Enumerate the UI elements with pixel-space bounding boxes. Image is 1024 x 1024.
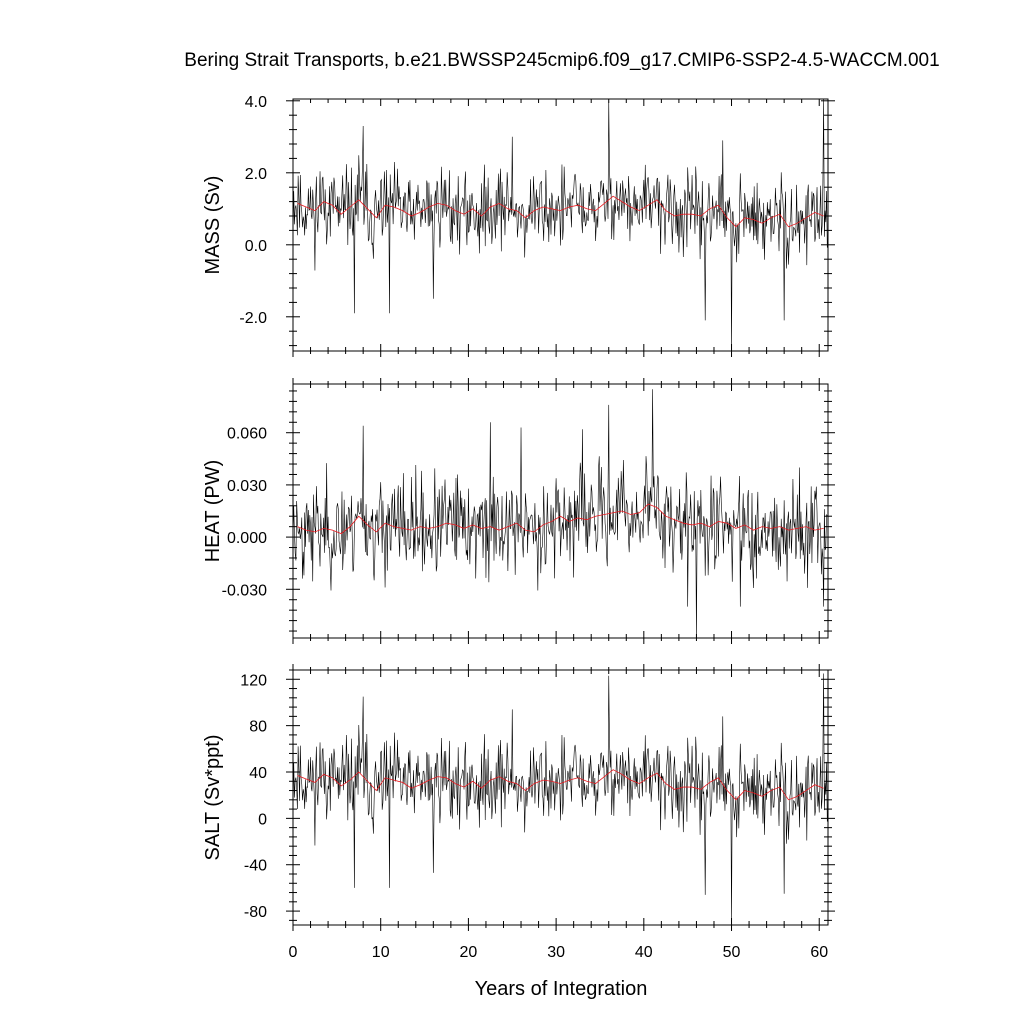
y-tick-label: 40	[249, 765, 267, 782]
y-tick-label: 4.0	[245, 94, 267, 111]
y-tick-label: 80	[249, 719, 267, 736]
y-tick-label: -0.030	[222, 582, 267, 599]
x-axis-label: Years of Integration	[475, 978, 648, 1000]
y-tick-label: 0	[258, 811, 267, 828]
plot-frame	[292, 98, 829, 352]
y-tick-label: 0.060	[227, 426, 267, 443]
annual-mean-line	[297, 195, 824, 228]
y-tick-label: 120	[240, 672, 267, 689]
y-tick-label: -40	[244, 858, 267, 875]
chart-title: Bering Strait Transports, b.e21.BWSSP245…	[184, 50, 939, 71]
y-tick-label: -80	[244, 904, 267, 921]
monthly-series-line	[293, 673, 828, 923]
x-tick-label: 20	[460, 944, 478, 961]
y-axis-label: HEAT (PW)	[202, 460, 224, 563]
x-tick-label: 50	[723, 944, 741, 961]
y-tick-label: 0.0	[245, 238, 267, 255]
plot-frame	[292, 669, 829, 926]
x-tick-label: 40	[635, 944, 653, 961]
x-tick-label: 60	[810, 944, 828, 961]
x-tick-label: 10	[372, 944, 390, 961]
y-tick-label: 0.000	[227, 530, 267, 547]
y-axis-label: MASS (Sv)	[202, 176, 224, 275]
monthly-series-line	[293, 99, 828, 350]
annual-mean-line	[297, 769, 824, 801]
y-axis-label: SALT (Sv*ppt)	[202, 735, 224, 861]
y-tick-label: -2.0	[239, 310, 267, 327]
y-tick-label: 0.030	[227, 478, 267, 495]
plot-frame	[292, 383, 829, 639]
x-tick-label: 30	[547, 944, 565, 961]
mass-panel: -2.0 0.0 2.0 4.0 MASS (Sv)	[202, 94, 835, 357]
monthly-series-line	[293, 389, 828, 638]
y-tick-label: 2.0	[245, 166, 267, 183]
salt-panel: 0 10 20 30 40 50 60 -80 -40 0 40 80 120 SALT (Sv*ppt)	[202, 664, 835, 961]
x-tick-label: 0	[289, 944, 298, 961]
annual-mean-line	[297, 503, 824, 535]
